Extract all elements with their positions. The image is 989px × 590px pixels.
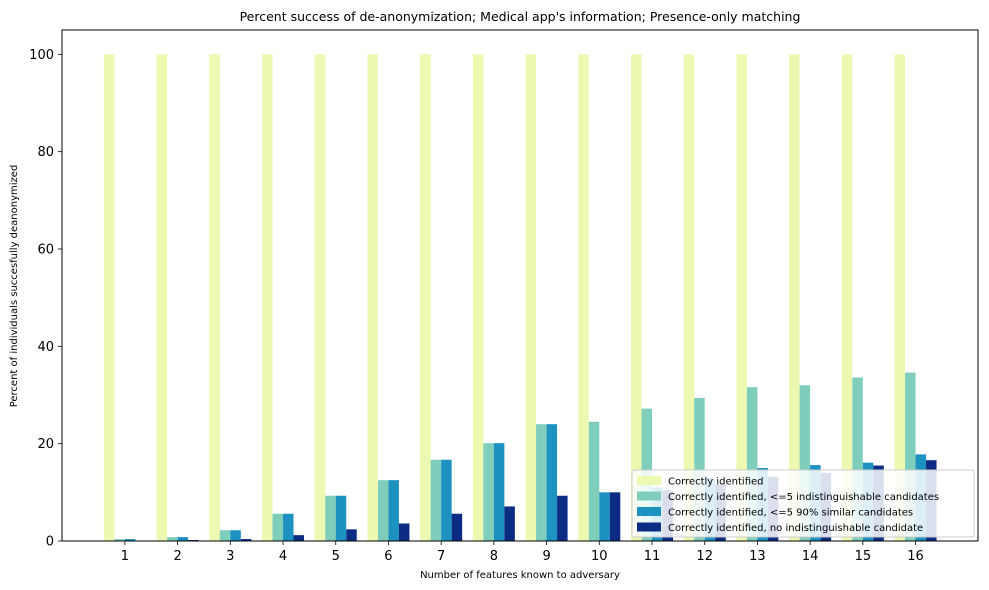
bar-series-1-cat-2 [156,54,168,541]
bar-series-1-cat-12 [683,54,695,541]
x-tick-label: 7 [437,549,445,564]
x-axis: 1 2 3 4 5 6 7 8 9 10 11 12 13 14 15 16 [121,541,924,564]
bar-series-4-cat-3 [240,539,252,541]
y-tick-label: 0 [46,535,54,550]
bar-series-2-cat-15 [852,377,863,541]
bar-series-2-cat-9 [536,424,547,541]
x-axis-title: Number of features known to adversary [420,570,620,581]
bar-series-3-cat-2 [177,537,189,541]
bar-series-4-cat-9 [557,495,568,541]
bar-series-2-cat-3 [219,530,231,541]
legend-swatch [637,476,661,485]
bar-series-1-cat-4 [262,54,273,541]
bar-series-2-cat-2 [167,537,178,541]
bar-series-2-cat-13 [746,387,758,541]
x-tick-label: 8 [490,549,498,564]
y-axis-title: Percent of individuals succesfully deano… [9,165,20,408]
bar-series-1-cat-3 [209,54,220,541]
bar-series-1-cat-8 [472,54,484,541]
x-tick-label: 9 [542,549,550,564]
legend-label: Correctly identified [668,477,764,488]
bar-series-1-cat-13 [736,54,747,541]
x-tick-label: 4 [279,549,287,564]
bar-series-1-cat-9 [525,54,537,541]
bar-series-2-cat-8 [483,443,494,541]
chart-title: Percent success of de-anonymization; Med… [240,9,801,24]
x-tick-label: 10 [591,549,608,564]
bar-series-2-cat-16 [905,372,916,541]
bar-series-1-cat-5 [314,54,326,541]
bar-series-1-cat-14 [789,54,800,541]
bar-series-3-cat-3 [230,530,241,541]
y-tick-label: 100 [29,48,54,63]
bar-series-3-cat-7 [441,459,452,541]
bar-series-3-cat-4 [283,513,294,541]
legend: Correctly identified Correctly identified… [631,469,975,538]
legend-swatch [637,507,661,516]
x-tick-label: 2 [173,549,181,564]
plot-frame [61,29,979,542]
bar-series-4-cat-5 [346,529,357,541]
bar-series-1-cat-11 [631,54,642,541]
legend-frame [631,469,975,538]
bar-series-2-cat-14 [799,385,811,541]
legend-label: Correctly identified, no indistinguishab… [668,523,923,534]
bar-series-1-cat-7 [420,54,431,541]
x-tick-label: 6 [384,549,392,564]
bar-series-1-cat-6 [367,54,378,541]
bar-series-2-cat-6 [377,480,389,541]
legend-swatch [637,522,661,532]
bar-series-2-cat-7 [430,459,442,541]
x-tick-label: 11 [644,549,661,564]
bar-series-3-cat-10 [599,492,610,541]
legend-label: Correctly identified, <=5 indistinguisha… [668,492,939,503]
x-tick-label: 12 [696,549,713,564]
bar-series-4-cat-8 [504,506,515,541]
bar-series-4-cat-4 [293,535,305,541]
y-tick-label: 20 [37,437,54,452]
bar-series-2-cat-4 [272,513,284,541]
x-tick-label: 1 [121,549,129,564]
bar-series-2-cat-5 [325,495,336,541]
bar-series-4-cat-6 [398,523,410,541]
bar-series-3-cat-9 [546,424,558,541]
x-tick-label: 16 [907,549,924,564]
bar-series-4-cat-10 [609,492,621,541]
legend-swatch [637,491,661,501]
y-tick-label: 40 [37,340,54,355]
bar-series-3-cat-5 [335,495,347,541]
x-tick-label: 3 [226,549,234,564]
bar-series-2-cat-10 [588,421,600,541]
bar-series-3-cat-6 [388,480,399,541]
bar-series-4-cat-7 [451,513,463,541]
bar-series-1-cat-16 [894,54,906,541]
x-tick-label: 15 [855,549,872,564]
y-axis: 0 20 40 60 80 100 [29,48,62,550]
bar-series-1-cat-1 [103,54,115,541]
bar-series-2-cat-1 [114,539,125,541]
y-tick-label: 80 [37,145,54,160]
x-tick-label: 14 [802,549,819,564]
bar-series-3-cat-8 [493,443,505,541]
bar-series-1-cat-15 [841,54,853,541]
bar-series-3-cat-1 [124,539,136,541]
x-tick-label: 5 [332,549,340,564]
bar-series-2-cat-12 [694,397,705,541]
y-tick-label: 60 [37,243,54,258]
x-tick-label: 13 [749,549,766,564]
bar-series-1-cat-10 [578,54,589,541]
legend-label: Correctly identified, <=5 90% similar ca… [668,508,913,519]
